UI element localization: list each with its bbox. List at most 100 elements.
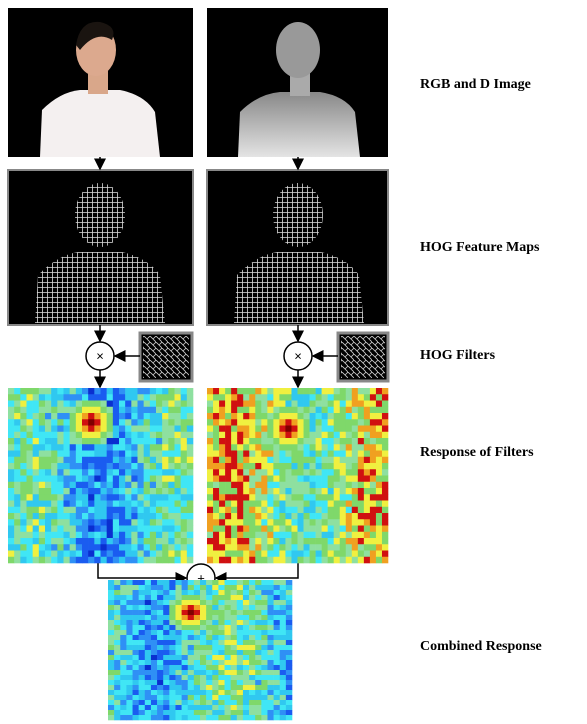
heat-cell [181, 526, 187, 533]
heat-cell [163, 655, 169, 660]
heat-cell [175, 680, 181, 685]
heat-cell [156, 538, 162, 545]
heat-cell [261, 590, 267, 595]
heat-cell [139, 600, 145, 605]
heat-cell [279, 451, 285, 458]
heat-cell [8, 538, 14, 545]
heat-cell [200, 670, 206, 675]
heat-cell [45, 557, 51, 564]
heat-cell [45, 413, 51, 420]
heat-cell [194, 625, 200, 630]
heat-cell [144, 438, 150, 445]
heat-cell [358, 551, 364, 558]
heat-cell [358, 438, 364, 445]
heat-cell [20, 519, 26, 526]
heat-cell [291, 469, 297, 476]
heat-cell [70, 551, 76, 558]
heat-cell [113, 513, 119, 520]
heat-cell [157, 675, 163, 680]
heat-cell [243, 488, 249, 495]
heat-cell [249, 551, 255, 558]
heat-cell [175, 670, 181, 675]
heat-cell [169, 600, 175, 605]
heat-cell [144, 526, 150, 533]
heat-cell [20, 494, 26, 501]
heat-cell [310, 413, 316, 420]
heat-cell [94, 413, 100, 420]
heat-cell [255, 451, 261, 458]
heat-cell [225, 700, 231, 705]
heat-cell [70, 488, 76, 495]
heat-cell [261, 715, 267, 720]
heat-cell [20, 532, 26, 539]
heat-cell [280, 715, 286, 720]
heat-cell [120, 715, 126, 720]
heat-cell [219, 469, 225, 476]
heat-cell [304, 463, 310, 470]
heat-cell [162, 432, 168, 439]
heat-cell [64, 526, 70, 533]
heat-cell [267, 700, 273, 705]
heat-cell [113, 394, 119, 401]
heat-cell [151, 645, 157, 650]
heat-cell [273, 507, 279, 514]
heat-cell [267, 476, 273, 483]
heat-cell [382, 532, 388, 539]
heat-cell [267, 501, 273, 508]
heat-cell [107, 394, 113, 401]
heat-cell [88, 388, 94, 395]
heat-cell [200, 640, 206, 645]
heat-cell [231, 457, 237, 464]
heat-cell [88, 544, 94, 551]
heat-cell [249, 685, 255, 690]
heat-cell [139, 625, 145, 630]
heat-cell [57, 538, 63, 545]
heat-cell [286, 595, 292, 600]
heat-cell [213, 457, 219, 464]
heat-cell [108, 600, 114, 605]
heat-cell [188, 610, 194, 615]
heat-cell [138, 426, 144, 433]
heat-cell [352, 438, 358, 445]
heat-cell [27, 413, 33, 420]
heat-cell [237, 407, 243, 414]
heat-cell [212, 595, 218, 600]
heat-cell [218, 680, 224, 685]
heat-cell [225, 675, 231, 680]
heat-cell [249, 463, 255, 470]
heat-cell [291, 507, 297, 514]
heat-cell [181, 538, 187, 545]
heat-cell [162, 401, 168, 408]
heat-cell [64, 513, 70, 520]
heat-cell [200, 590, 206, 595]
heat-cell [188, 640, 194, 645]
heat-cell [133, 685, 139, 690]
heat-cell [237, 488, 243, 495]
heat-cell [261, 476, 267, 483]
heat-cell [322, 419, 328, 426]
heat-cell [218, 710, 224, 715]
heat-cell [249, 635, 255, 640]
heat-cell [175, 635, 181, 640]
heat-cell [8, 451, 14, 458]
heat-cell [151, 605, 157, 610]
heat-cell [51, 457, 57, 464]
heat-cell [156, 432, 162, 439]
heat-cell [237, 432, 243, 439]
heat-cell [364, 432, 370, 439]
heat-cell [376, 532, 382, 539]
heat-cell [249, 660, 255, 665]
heat-cell [213, 463, 219, 470]
heat-cell [376, 513, 382, 520]
heat-cell [279, 469, 285, 476]
heat-cell [120, 640, 126, 645]
heat-cell [225, 710, 231, 715]
heat-cell [145, 715, 151, 720]
heat-cell [113, 388, 119, 395]
heat-cell [114, 635, 120, 640]
heat-cell [334, 532, 340, 539]
heat-cell [157, 710, 163, 715]
heat-cell [231, 401, 237, 408]
heat-cell [280, 660, 286, 665]
heat-cell [20, 407, 26, 414]
